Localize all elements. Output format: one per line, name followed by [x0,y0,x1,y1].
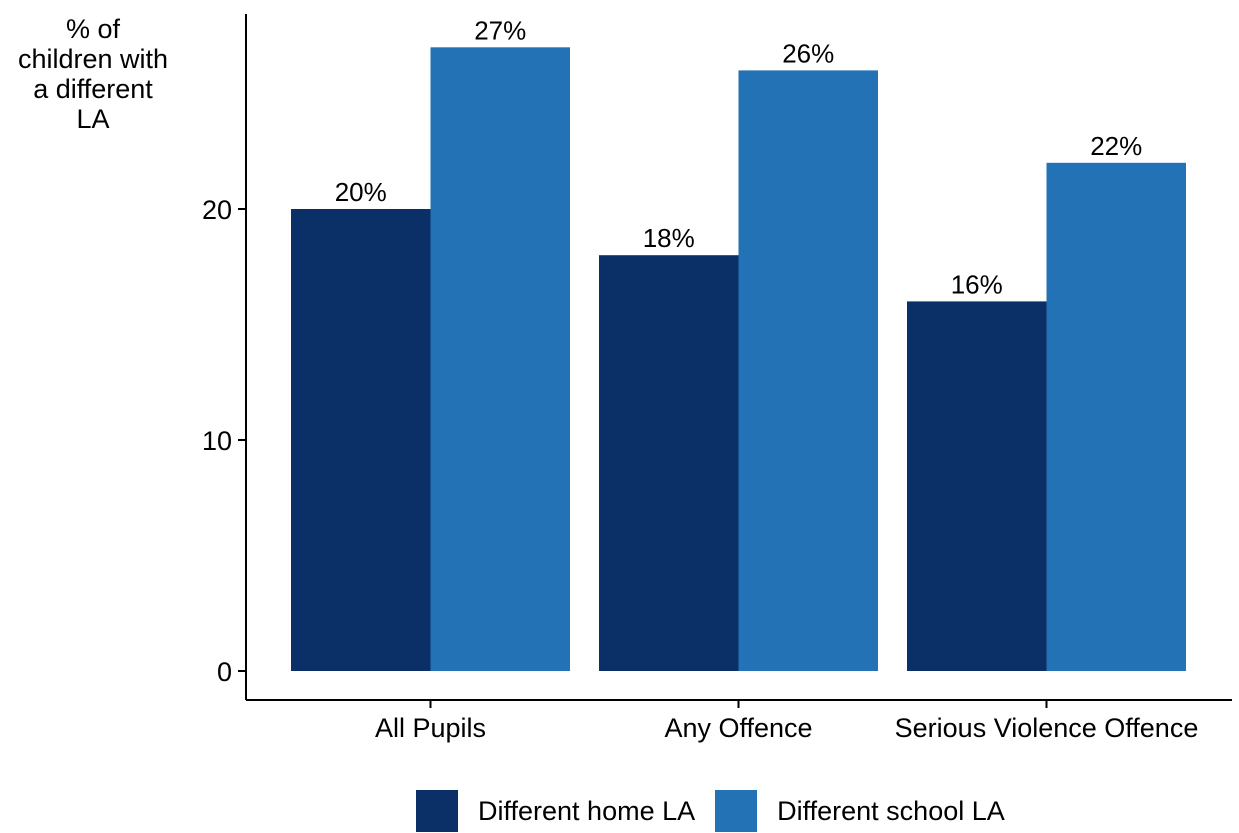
y-tick-label: 0 [217,657,232,687]
bar [907,301,1047,671]
legend-swatch-school [715,790,758,832]
legend-item-school: Different school LA [715,790,1005,832]
bar [291,209,431,671]
bar [1046,162,1186,672]
bar-value-label: 16% [951,269,1003,299]
bar-chart: 0 10 20 20% 27% All Pupils 18% 26% Any Offence 16… [202,14,1232,743]
legend-label-home: Different home LA [478,795,696,826]
legend: Different home LA Different school LA [416,790,1025,832]
bar [430,47,570,672]
y-axis-label-line: LA [76,104,110,134]
y-axis-label: % of children with a different LA [0,14,186,134]
bar [738,70,878,671]
legend-item-home: Different home LA [416,790,695,832]
bar-value-label: 22% [1090,131,1142,161]
bar-value-label: 27% [474,15,526,45]
y-tick-label: 10 [202,426,232,456]
x-tick-label: Serious Violence Offence [895,713,1199,743]
x-tick-label: All Pupils [375,713,486,743]
y-axis-label-line: a different [33,74,153,104]
legend-label-school: Different school LA [777,795,1005,826]
y-tick-label: 20 [202,195,232,225]
legend-swatch-home [416,790,458,832]
bar-value-label: 26% [782,38,834,68]
bar-value-label: 18% [643,223,695,253]
y-axis-label-line: % of [65,14,121,44]
x-tick-label: Any Offence [664,713,812,743]
y-axis-label-line: children with [17,44,169,74]
bar-value-label: 20% [335,177,387,207]
bar [599,255,739,671]
